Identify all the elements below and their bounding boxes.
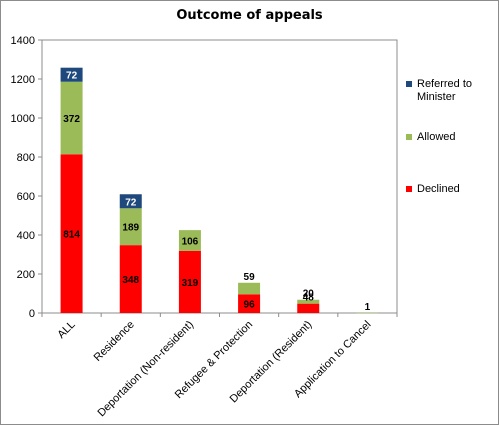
legend-swatch-declined (406, 186, 412, 192)
y-tick-label: 1200 (11, 74, 35, 86)
data-label: 189 (122, 223, 139, 234)
bar-declined (238, 294, 261, 313)
data-label: 59 (244, 272, 256, 283)
data-label: 319 (182, 278, 199, 289)
legend-label-referred: Referred to Minister (417, 78, 473, 103)
data-label: 106 (182, 236, 199, 247)
x-category-label: Residence (92, 319, 137, 364)
data-label: 372 (63, 114, 80, 125)
legend-swatch-allowed (406, 134, 412, 140)
chart-title: Outcome of appeals (176, 8, 323, 23)
legend-label-allowed: Allowed (417, 131, 456, 143)
bar-allowed (119, 208, 142, 246)
y-tick-label: 800 (17, 152, 35, 164)
bar-referred-to-minister (119, 194, 142, 209)
x-category-label: ALL (55, 319, 77, 341)
data-label: 72 (66, 71, 78, 82)
bar-declined (178, 250, 201, 313)
data-label: 1 (365, 302, 371, 313)
bar-declined (119, 245, 142, 313)
legend-swatch-referred (406, 81, 412, 87)
y-tick-label: 200 (17, 269, 35, 281)
data-label: 20 (303, 289, 315, 300)
x-category-label: Deportation (Non-resident) (95, 319, 196, 420)
y-tick-label: 1400 (11, 35, 35, 47)
bar-declined (60, 154, 83, 313)
bar-allowed (238, 282, 261, 295)
bar-declined (297, 303, 320, 313)
bar-referred-to-minister (60, 67, 83, 82)
bar-allowed (178, 230, 201, 251)
y-tick-label: 0 (29, 308, 35, 320)
bar-allowed (60, 81, 83, 155)
data-label: 72 (125, 197, 137, 208)
data-label: 96 (244, 300, 256, 311)
data-label: 348 (122, 275, 139, 286)
bar-allowed (356, 312, 379, 314)
data-label: 48 (303, 293, 315, 304)
data-label: 814 (63, 230, 80, 241)
y-tick-label: 400 (17, 230, 35, 242)
bar-allowed (297, 299, 320, 304)
y-tick-label: 1000 (11, 113, 35, 125)
y-tick-label: 600 (17, 191, 35, 203)
legend-label-declined: Declined (417, 183, 460, 195)
plot-area-border (41, 39, 398, 314)
